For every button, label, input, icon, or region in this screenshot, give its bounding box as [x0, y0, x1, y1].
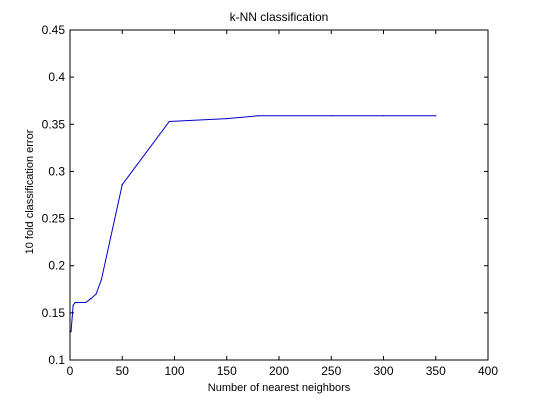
data-point: [72, 304, 74, 306]
data-point: [95, 293, 97, 295]
data-point: [382, 115, 385, 117]
x-tick-label: 200: [269, 364, 289, 378]
data-point: [168, 120, 170, 123]
y-tick-label: 0.15: [42, 306, 66, 320]
plot-layer: [70, 115, 437, 333]
y-tick-label: 0.35: [42, 117, 66, 131]
data-point: [100, 279, 102, 281]
y-tick-label: 0.2: [48, 259, 65, 273]
tick-layer: 0 50 100 150 200 250 300 350 400 0.1 0.15 0.2 0.25 0.…: [42, 23, 499, 378]
data-point: [226, 118, 228, 120]
data-point: [85, 301, 87, 304]
data-point: [121, 184, 123, 186]
y-tick-label: 0.1: [48, 353, 65, 367]
data-point: [79, 301, 82, 304]
x-tick-label: 300: [373, 364, 393, 378]
data-point: [74, 301, 76, 304]
chart-title: k-NN classification: [230, 10, 329, 24]
data-point: [330, 115, 332, 117]
x-tick-label: 150: [217, 364, 237, 378]
data-point: [435, 115, 437, 117]
x-tick-label: 250: [321, 364, 341, 378]
x-tick-label: 350: [426, 364, 446, 378]
y-tick-label: 0.3: [48, 164, 65, 178]
data-point: [90, 298, 92, 300]
data-point: [257, 115, 259, 117]
x-tick-label: 400: [478, 364, 498, 378]
x-axis-label: Number of nearest neighbors: [208, 382, 351, 394]
x-tick-label: 0: [67, 364, 74, 378]
x-tick-label: 50: [116, 364, 130, 378]
y-tick-label: 0.25: [42, 212, 66, 226]
y-tick-label: 0.45: [42, 23, 66, 37]
y-axis-label: 10 fold classification error: [24, 129, 36, 254]
data-point: [70, 331, 72, 333]
x-tick-label: 100: [164, 364, 184, 378]
y-tick-label: 0.4: [48, 70, 65, 84]
